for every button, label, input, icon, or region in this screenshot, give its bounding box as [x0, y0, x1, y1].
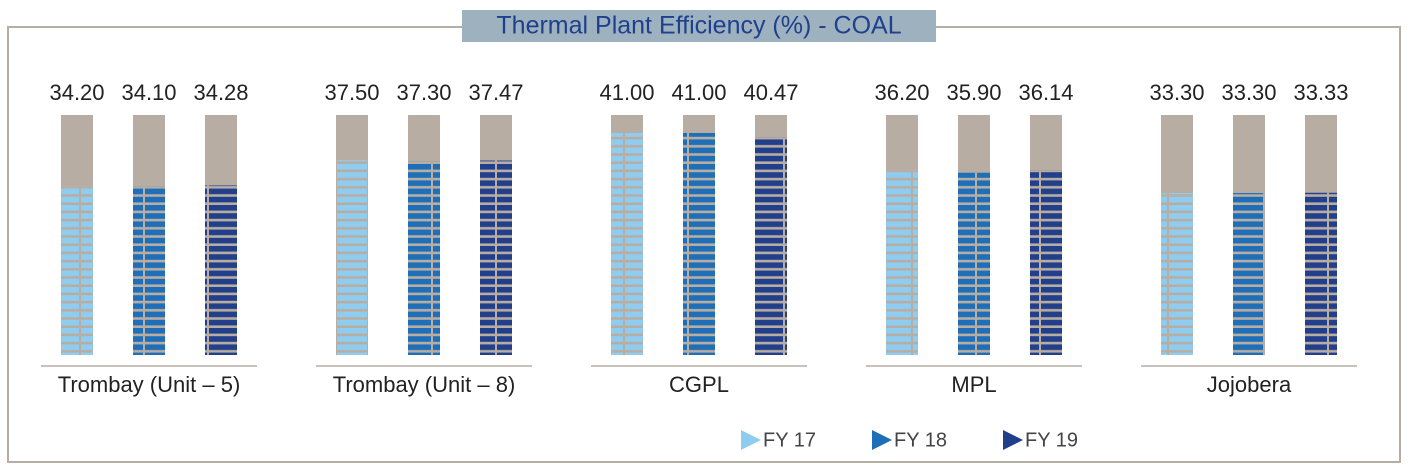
- value-label: 34.10: [121, 80, 176, 105]
- value-label: 34.28: [193, 80, 248, 105]
- bar-stripes: [1030, 170, 1062, 355]
- bar-stripes: [886, 170, 918, 355]
- bar-stripes: [755, 137, 787, 355]
- bar-stripes: [1305, 192, 1337, 355]
- value-label: 33.30: [1149, 80, 1204, 105]
- bar-stripes: [480, 160, 512, 355]
- bar-stripes: [61, 185, 93, 355]
- bar-stripes: [683, 133, 715, 355]
- value-label: 37.50: [324, 80, 379, 105]
- legend-marker: [1003, 430, 1023, 450]
- value-label: 33.33: [1293, 80, 1348, 105]
- x-tick-label: Trombay (Unit – 5): [58, 372, 241, 397]
- legend-label: FY 19: [1025, 429, 1078, 451]
- value-label: 40.47: [743, 80, 798, 105]
- bar-stripes: [205, 185, 237, 355]
- x-tick-label: MPL: [951, 372, 996, 397]
- value-label: 41.00: [671, 80, 726, 105]
- title-box: [462, 10, 936, 42]
- bar-stripes: [408, 161, 440, 355]
- chart-title: Thermal Plant Efficiency (%) - COAL: [496, 12, 901, 40]
- x-tick-label: Trombay (Unit – 8): [333, 372, 516, 397]
- bar-stripes: [133, 186, 165, 355]
- bar-stripes: [1161, 193, 1193, 355]
- bar-stripes: [611, 133, 643, 355]
- legend-marker: [741, 430, 761, 450]
- value-label: 36.14: [1018, 80, 1073, 105]
- value-label: 34.20: [49, 80, 104, 105]
- value-label: 36.20: [874, 80, 929, 105]
- value-label: 37.30: [396, 80, 451, 105]
- legend-label: FY 17: [763, 429, 816, 451]
- legend-marker: [872, 430, 892, 450]
- value-label: 33.30: [1221, 80, 1276, 105]
- x-tick-label: CGPL: [669, 372, 729, 397]
- x-tick-label: Jojobera: [1207, 372, 1292, 397]
- bar-stripes: [958, 172, 990, 355]
- bar-stripes: [1233, 193, 1265, 355]
- value-label: 41.00: [599, 80, 654, 105]
- legend-label: FY 18: [894, 429, 947, 451]
- value-label: 35.90: [946, 80, 1001, 105]
- bar-stripes: [336, 160, 368, 355]
- value-label: 37.47: [468, 80, 523, 105]
